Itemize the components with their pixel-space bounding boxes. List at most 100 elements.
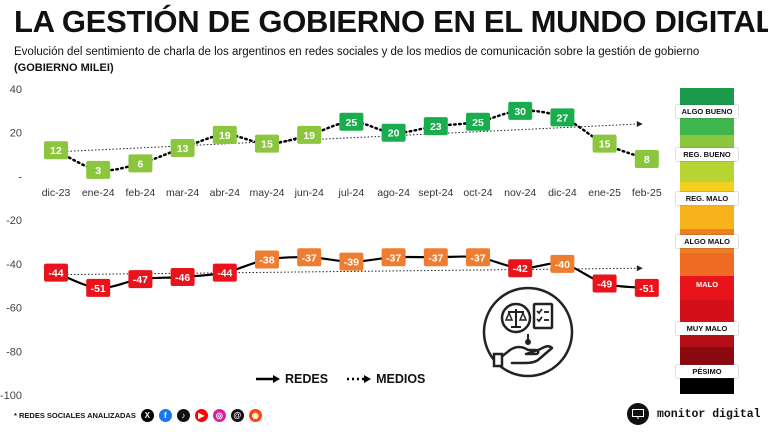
x-tick-label: feb-24 [126, 187, 156, 199]
data-point-medios [592, 134, 617, 153]
instagram-icon: ◎ [212, 409, 226, 422]
social-networks-note: * REDES SOCIALES ANALIZADAS X f ♪ ▶ ◎ @ … [14, 409, 262, 422]
data-label-redes: -49 [597, 279, 612, 291]
scale-label: REG. BUENO [676, 148, 738, 161]
data-label-redes: -51 [91, 283, 106, 295]
y-tick-label: - [18, 171, 22, 183]
data-point-medios [212, 125, 237, 144]
y-tick-label: 40 [10, 84, 22, 96]
scale-label: ALGO MALO [676, 235, 738, 248]
social-note-text: * REDES SOCIALES ANALIZADAS [14, 411, 136, 420]
scale-band [680, 276, 734, 301]
y-tick-label: -20 [6, 215, 22, 227]
scale-band [680, 205, 734, 230]
data-point-medios [381, 123, 406, 142]
data-label-medios: 23 [430, 121, 442, 133]
scale-band [680, 299, 734, 324]
x-tick-label: abr-24 [210, 187, 241, 199]
x-tick-label: feb-25 [632, 187, 662, 199]
data-label-medios: 20 [388, 128, 400, 140]
data-point-redes [297, 248, 322, 267]
chart-legend: REDES MEDIOS [255, 372, 425, 386]
data-label-medios: 13 [177, 143, 189, 155]
data-point-redes [128, 270, 153, 289]
x-tick-label: sept-24 [418, 187, 453, 199]
data-label-medios: 25 [472, 117, 484, 129]
data-label-redes: -37 [428, 252, 443, 264]
scale-band [680, 158, 734, 183]
data-label-medios: 8 [644, 154, 650, 166]
data-point-redes [212, 263, 237, 282]
x-tick-label: mar-24 [166, 187, 199, 199]
data-label-redes: -37 [302, 252, 317, 264]
data-label-medios: 19 [303, 130, 315, 142]
data-point-redes [381, 248, 406, 267]
data-label-redes: -40 [555, 259, 570, 271]
data-point-redes [423, 248, 448, 267]
data-label-redes: -38 [259, 254, 274, 266]
data-point-medios [550, 108, 575, 127]
scale-label: MUY MALO [676, 322, 738, 335]
government-justice-icon [480, 284, 576, 385]
x-tick-label: jul-24 [338, 187, 365, 199]
data-point-redes [44, 263, 68, 282]
data-label-redes: -39 [344, 257, 359, 269]
scale-band [680, 252, 734, 277]
data-label-medios: 3 [95, 165, 101, 177]
data-point-redes [255, 250, 279, 269]
y-tick-label: -60 [6, 303, 22, 315]
data-point-redes [466, 248, 490, 267]
data-point-medios [423, 117, 448, 136]
legend-medios: MEDIOS [346, 372, 425, 386]
x-tick-label: oct-24 [463, 187, 492, 199]
tiktok-icon: ♪ [176, 409, 190, 422]
youtube-icon: ▶ [194, 409, 208, 422]
scale-label: MALO [695, 280, 719, 289]
facebook-icon: f [158, 409, 172, 422]
sentiment-scale: ALGO BUENO REG. BUENO REG. MALO ALGO MALO MA… [676, 88, 738, 395]
data-point-medios [508, 101, 533, 120]
chart-subtitle: Evolución del sentimiento de charla de l… [14, 46, 700, 58]
x-tick-label: dic-24 [548, 187, 577, 199]
data-label-redes: -37 [386, 252, 401, 264]
chart-subtitle-government: (GOBIERNO MILEI) [14, 62, 114, 74]
data-point-medios [339, 112, 364, 131]
brand: monitor digital [627, 403, 761, 425]
x-tick-label: ago-24 [377, 187, 410, 199]
data-label-redes: -46 [175, 272, 190, 284]
data-point-medios [297, 125, 322, 144]
data-label-redes: -42 [513, 263, 528, 275]
y-tick-label: -100 [0, 390, 22, 402]
data-point-medios [86, 160, 111, 179]
data-point-redes [550, 254, 575, 273]
y-tick-label: -80 [6, 346, 22, 358]
brand-name: monitor digital [657, 407, 761, 421]
trendline-arrowhead [636, 120, 643, 127]
data-point-medios [466, 112, 490, 131]
x-tick-label: ene-25 [588, 187, 621, 199]
data-point-redes [339, 252, 364, 271]
data-point-medios [255, 134, 279, 153]
chart-title: LA GESTIÓN DE GOBIERNO EN EL MUNDO DIGIT… [14, 4, 768, 39]
monitor-logo-icon [627, 403, 649, 425]
data-label-medios: 12 [50, 145, 62, 157]
data-point-redes [508, 259, 533, 278]
x-tick-label: ene-24 [82, 187, 115, 199]
x-icon: X [140, 409, 154, 422]
data-point-medios [634, 149, 659, 168]
data-label-redes: -44 [48, 268, 63, 280]
data-label-medios: 15 [599, 139, 611, 151]
legend-redes: REDES [255, 372, 328, 386]
data-label-redes: -47 [133, 274, 148, 286]
data-label-medios: 27 [557, 112, 569, 124]
data-point-medios [44, 141, 68, 160]
scale-label: REG. MALO [676, 192, 738, 205]
trendline-medios [45, 123, 639, 153]
legend-redes-label: REDES [285, 372, 329, 386]
data-label-redes: -37 [470, 252, 485, 264]
x-tick-label: may-24 [249, 187, 284, 199]
reddit-icon: ◉ [248, 409, 262, 422]
data-label-medios: 15 [261, 139, 273, 151]
data-point-medios [128, 154, 153, 173]
